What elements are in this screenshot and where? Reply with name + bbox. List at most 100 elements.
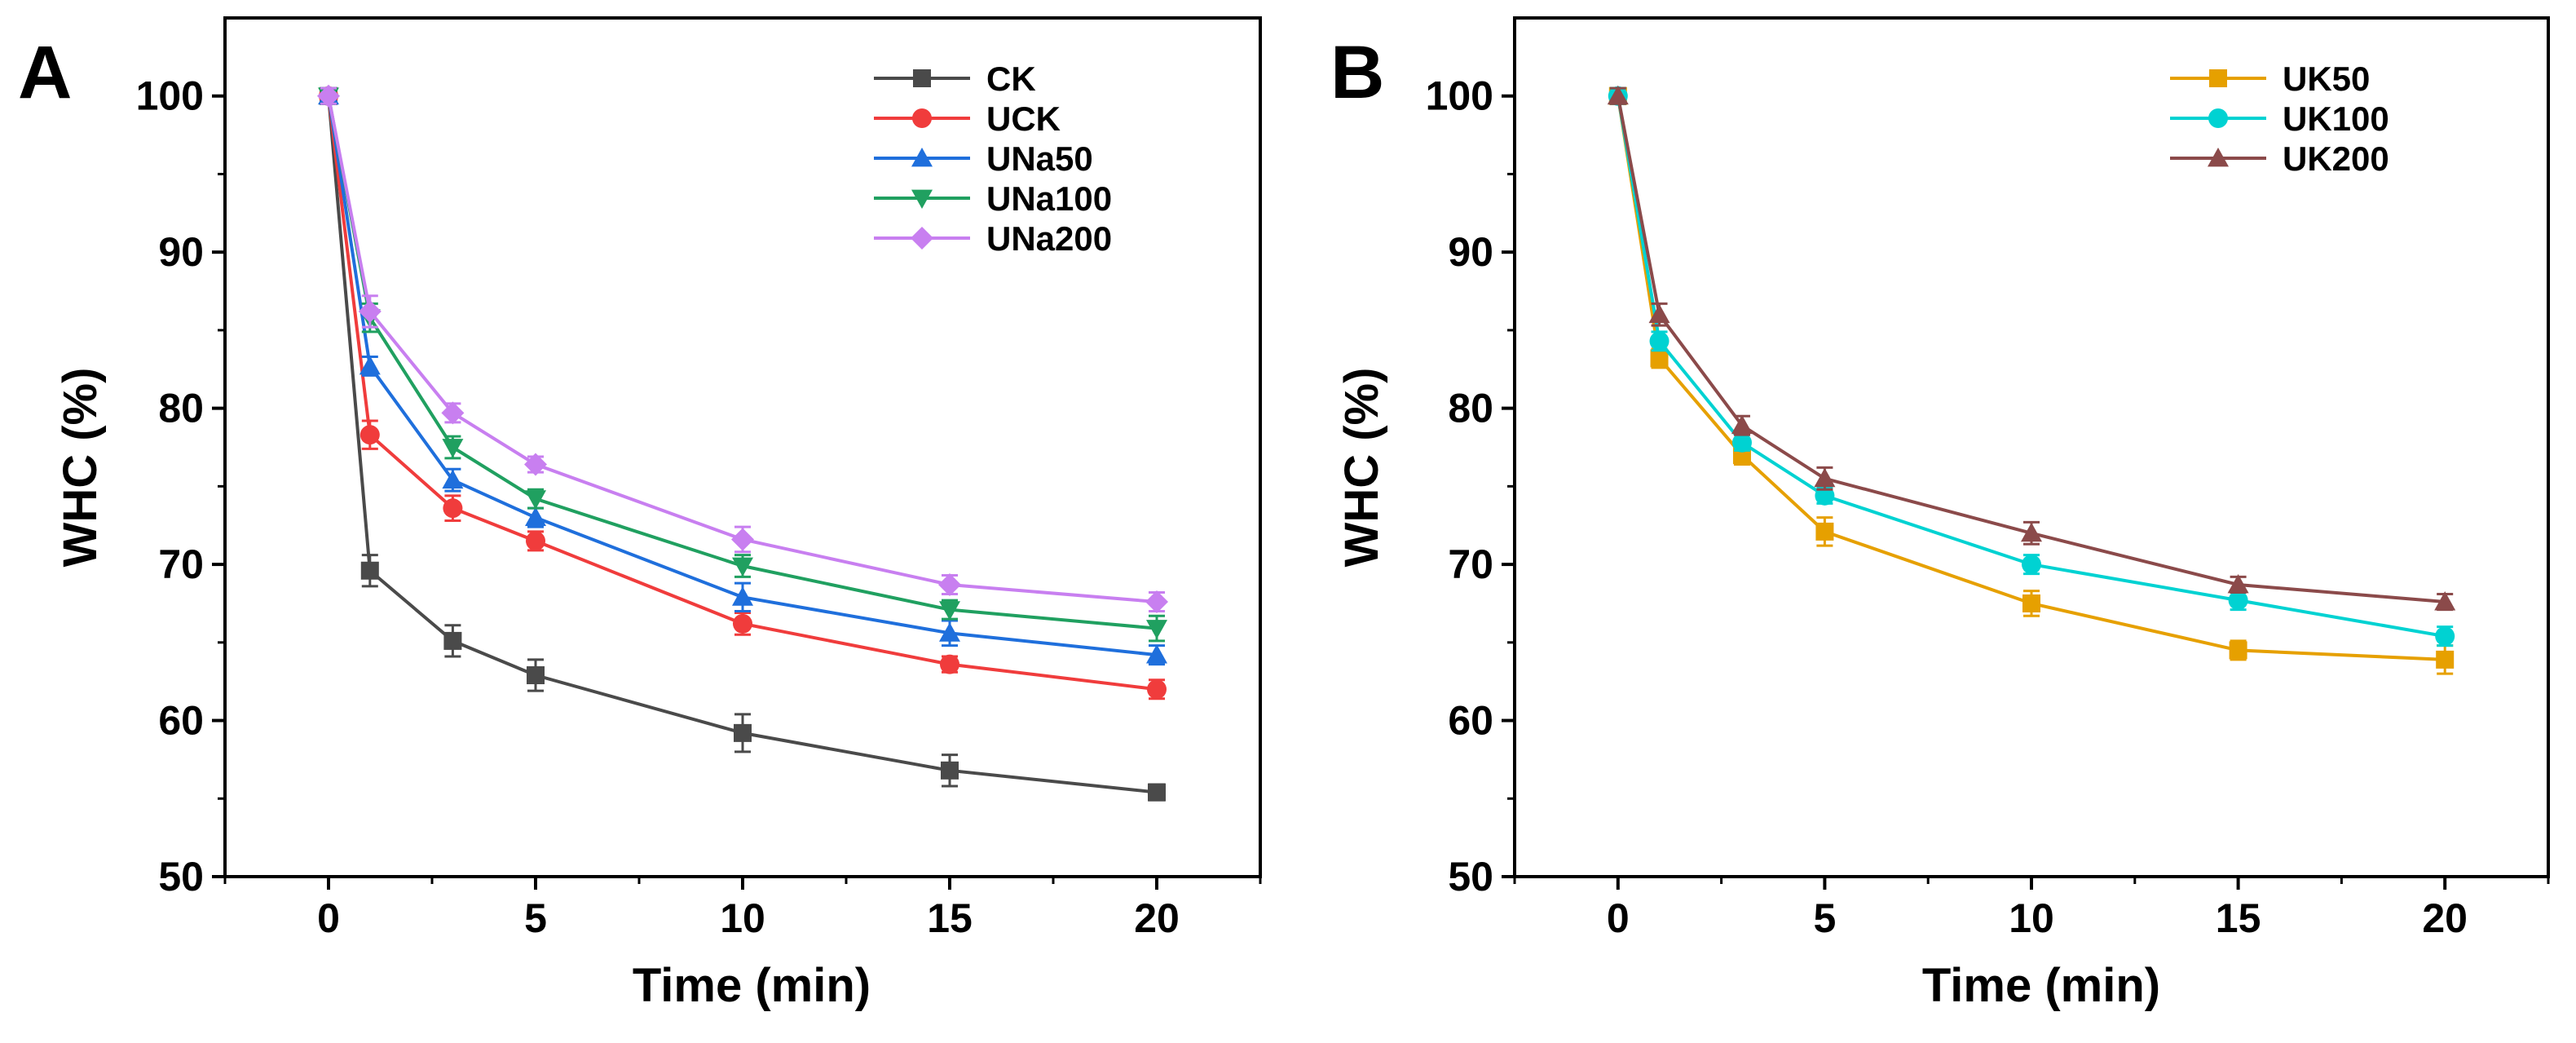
data-point-una100 [732, 557, 753, 577]
legend-marker-una50 [911, 148, 933, 167]
y-tick-label-a: 80 [158, 386, 204, 431]
x-tick-label-b: 5 [1813, 895, 1836, 941]
x-tick-label-b: 20 [2422, 895, 2468, 941]
legend-marker-una200 [911, 227, 933, 250]
plot-frame-b [1513, 16, 2550, 878]
x-tick-label-a: 15 [927, 895, 973, 941]
legend-label-uk100: UK100 [2283, 99, 2389, 138]
data-point-una200 [358, 299, 382, 323]
legend-label-uk50: UK50 [2283, 60, 2370, 98]
y-axis-title-b: WHC (%) [1335, 368, 1388, 568]
data-point-uk200 [2021, 522, 2042, 542]
y-tick-label-a: 100 [136, 73, 204, 119]
data-point-uck [733, 613, 752, 634]
legend-marker-una100 [911, 189, 933, 209]
data-point-uk100 [1731, 432, 1752, 453]
data-point-uk100 [2228, 590, 2248, 611]
legend-label-uk200: UK200 [2283, 139, 2389, 178]
x-tick-label-b: 10 [2009, 895, 2054, 941]
x-axis-title-a: Time (min) [633, 959, 871, 1012]
data-point-ck [360, 561, 379, 580]
data-point-uck [1147, 679, 1167, 700]
legend-label-uck: UCK [986, 99, 1061, 138]
data-point-una50 [939, 622, 960, 642]
legend-label-una200: UNa200 [986, 219, 1112, 258]
y-tick-label-b: 50 [1448, 854, 1493, 899]
data-point-una100 [1146, 620, 1167, 639]
data-point-una50 [1146, 644, 1167, 664]
x-tick-label-a: 10 [720, 895, 765, 941]
data-point-uk50 [1815, 522, 1834, 541]
data-point-ck [734, 723, 752, 742]
data-point-uck [940, 654, 959, 674]
y-tick-label-b: 90 [1448, 229, 1493, 275]
data-point-uk200 [1731, 414, 1753, 435]
series-una200 [317, 84, 1168, 614]
x-tick-label-b: 15 [2216, 895, 2261, 941]
y-tick-label-a: 70 [158, 541, 204, 587]
x-tick-label-b: 0 [1607, 895, 1630, 941]
data-point-uk200 [2227, 573, 2249, 594]
legend-marker-uck [912, 108, 932, 128]
data-point-uk200 [1607, 85, 1629, 105]
data-point-uk200 [1648, 303, 1670, 324]
data-point-uk100 [1815, 485, 1835, 506]
y-tick-label-a: 60 [158, 698, 204, 744]
data-point-una200 [731, 528, 754, 551]
panel-b: B Time (min) WHC (%) 0 5 10 15 20 50 60 70 80 90 1… [1330, 16, 2550, 1012]
y-tick-label-b: 80 [1448, 386, 1493, 431]
y-tick-label-a: 90 [158, 229, 204, 275]
legend-label-una50: UNa50 [986, 139, 1093, 178]
data-point-una50 [359, 355, 381, 375]
data-point-una100 [442, 439, 464, 458]
data-point-una200 [938, 572, 961, 596]
panel-label-a: A [18, 31, 72, 114]
data-point-una50 [442, 469, 464, 489]
data-point-uck [443, 498, 463, 519]
data-point-uk50 [1650, 349, 1669, 368]
data-point-uck [526, 531, 545, 551]
legend-label-ck: CK [986, 60, 1036, 98]
legend-marker-uk50 [2209, 69, 2227, 87]
y-tick-label-b: 60 [1448, 698, 1493, 744]
legend-label-una100: UNa100 [986, 179, 1112, 218]
data-point-una200 [524, 453, 547, 476]
data-point-uk200 [1814, 467, 1836, 488]
y-axis-title-a: WHC (%) [54, 368, 107, 568]
x-tick-label-a: 20 [1134, 895, 1180, 941]
data-point-una200 [441, 401, 465, 425]
data-point-ck [941, 761, 959, 780]
legend-marker-ck [913, 69, 931, 87]
data-point-una50 [732, 586, 753, 606]
legend-marker-uk200 [2208, 148, 2229, 167]
x-axis-title-b: Time (min) [1922, 959, 2160, 1012]
data-point-uk200 [2434, 591, 2456, 611]
data-point-uk50 [2436, 650, 2455, 669]
panel-label-b: B [1330, 31, 1384, 114]
data-point-uk100 [2022, 555, 2041, 575]
data-point-uk100 [2435, 626, 2455, 647]
data-point-una200 [317, 84, 340, 108]
data-point-ck [1148, 783, 1166, 802]
data-point-una100 [939, 601, 960, 621]
data-point-ck [527, 666, 545, 685]
y-tick-label-b: 100 [1426, 73, 1493, 119]
series-line-uk50 [1616, 95, 2446, 661]
data-point-uk50 [2022, 594, 2040, 612]
x-tick-label-a: 0 [317, 895, 340, 941]
data-point-una200 [1145, 590, 1168, 614]
series-uk200 [1607, 85, 2456, 612]
panel-a: A Time (min) WHC (%) 0 5 10 15 20 50 60 70 80 90 1… [18, 16, 1262, 1012]
data-point-una100 [525, 490, 546, 510]
legend-marker-uk100 [2208, 108, 2228, 128]
y-tick-label-a: 50 [158, 854, 204, 899]
data-point-uk100 [1649, 331, 1670, 351]
data-point-una50 [525, 506, 546, 527]
data-point-uk50 [2229, 641, 2247, 660]
data-point-ck [443, 631, 462, 650]
data-point-uck [359, 425, 380, 445]
y-tick-label-b: 70 [1448, 541, 1493, 587]
